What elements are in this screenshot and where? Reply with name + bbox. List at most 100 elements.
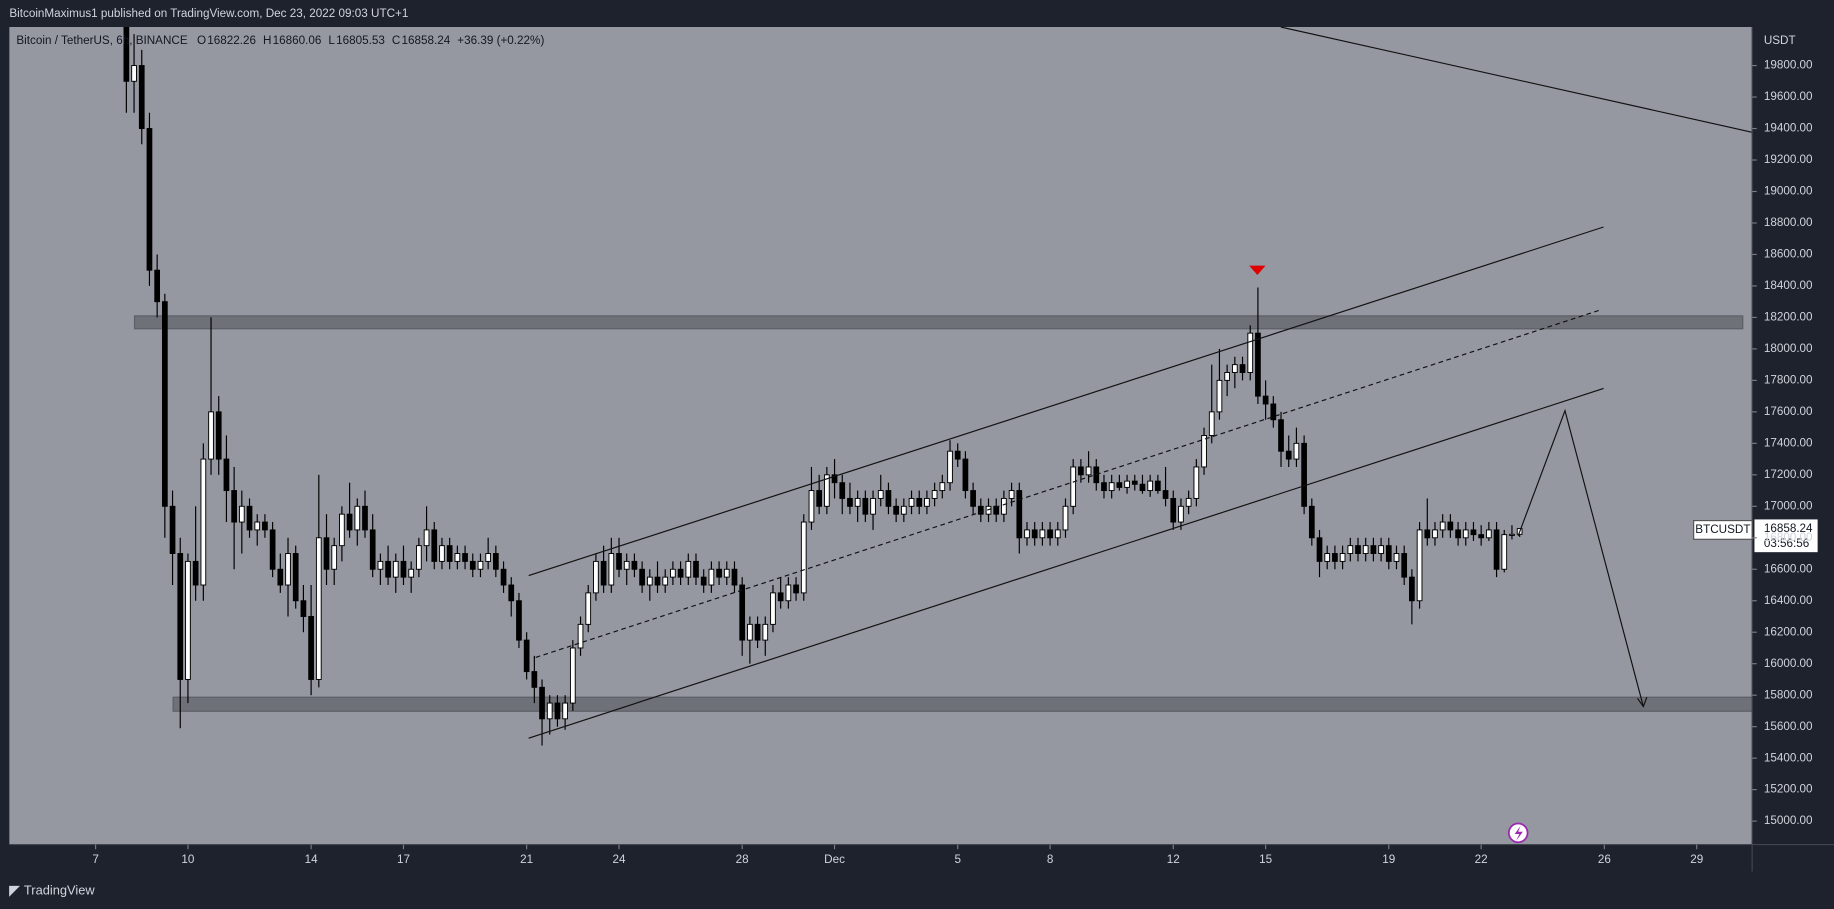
candle-body <box>916 497 923 507</box>
candle-body <box>416 545 422 570</box>
candle-body <box>1155 480 1161 492</box>
candle-body <box>739 584 746 641</box>
candle-body <box>169 505 176 554</box>
resistance-zone <box>133 315 1744 330</box>
candle-body <box>439 545 445 562</box>
candle-body <box>1462 529 1469 539</box>
brand-text: TradingView <box>24 883 95 898</box>
candle-body <box>477 560 484 570</box>
x-tick-label: 29 <box>1690 853 1703 866</box>
x-tick-label: 19 <box>1382 853 1395 866</box>
x-tick-label: 7 <box>92 853 99 866</box>
candles <box>123 26 1523 746</box>
candle-body <box>893 505 899 515</box>
candle-body <box>1455 529 1461 539</box>
candle-body <box>924 497 930 507</box>
candle-body <box>485 553 492 562</box>
candle-body <box>454 553 461 562</box>
candle-body <box>469 560 476 570</box>
candle-body <box>1216 379 1223 413</box>
candle-body <box>508 584 515 602</box>
candle-body <box>1393 553 1400 562</box>
candle-body <box>1370 545 1377 554</box>
candle-body <box>816 490 823 507</box>
candle-body <box>1108 482 1115 492</box>
symbol: Bitcoin / TetherUS, 6h, BINANCE <box>16 34 187 47</box>
y-tick-label: 17400.00 <box>1764 436 1813 449</box>
candle-body <box>300 600 307 617</box>
candle-body <box>1301 442 1307 507</box>
candle-body <box>970 490 976 507</box>
candle-body <box>847 497 853 507</box>
y-tick-label: 18000.00 <box>1764 342 1813 355</box>
candle-body <box>854 497 861 507</box>
x-tick-label: 21 <box>520 853 533 866</box>
candle-body <box>1062 505 1069 531</box>
candle-body <box>1493 529 1500 570</box>
candle-body <box>308 616 314 680</box>
candle-body <box>723 568 730 578</box>
candle-body <box>223 458 230 492</box>
candle-body <box>215 411 222 460</box>
candle-body <box>546 702 553 720</box>
candle-body <box>908 497 915 507</box>
change: +36.39 (+0.22%) <box>457 34 544 47</box>
candle-body <box>431 529 438 562</box>
candle-body <box>285 553 291 586</box>
candle-body <box>1439 521 1446 531</box>
candle-body <box>1185 497 1192 507</box>
candle-body <box>747 623 753 641</box>
candle-body <box>885 490 892 507</box>
candle-body <box>716 568 722 578</box>
legend: Bitcoin / TetherUS, 6h, BINANCE O16822.26… <box>16 34 544 47</box>
x-tick-label: 8 <box>1047 853 1054 866</box>
support-zone <box>172 696 1753 712</box>
candle-body <box>1285 450 1292 460</box>
low-value: 16805.53 <box>336 34 385 47</box>
candle-body <box>1047 529 1053 539</box>
candle-body <box>808 490 815 523</box>
ohlc-label: O <box>197 34 206 47</box>
y-tick-label: 15800.00 <box>1764 688 1813 701</box>
candle-body <box>377 560 384 570</box>
candle-body <box>1008 490 1015 499</box>
arrow-head <box>1637 696 1648 708</box>
candle-body <box>800 521 807 594</box>
candle-body <box>292 553 299 602</box>
candle-body <box>631 560 638 570</box>
candle-body <box>1131 480 1138 485</box>
y-tick-label: 19800.00 <box>1764 59 1813 72</box>
candle-body <box>1470 529 1477 536</box>
candle-body <box>1039 529 1046 539</box>
candle-body <box>770 592 776 625</box>
candle-body <box>446 545 453 562</box>
trend-line <box>1280 26 1753 133</box>
ohlc-label: C <box>392 34 400 47</box>
y-unit: USDT <box>1764 34 1796 47</box>
x-tick-label: 22 <box>1475 853 1488 866</box>
candle-body <box>700 576 707 586</box>
candle-body <box>369 529 376 570</box>
candle-body <box>246 505 253 531</box>
candle-body <box>654 576 661 586</box>
candle-body <box>1231 364 1238 373</box>
candle-body <box>1339 553 1346 562</box>
x-tick-label: 14 <box>305 853 319 866</box>
y-tick-label: 17600.00 <box>1764 405 1813 418</box>
candle-body <box>754 623 761 641</box>
close-value: 16858.24 <box>402 34 451 47</box>
candle-body <box>185 560 191 680</box>
candle-body <box>731 568 738 586</box>
candle-body <box>1332 553 1338 562</box>
candle-body <box>1478 534 1485 539</box>
candle-body <box>462 553 468 562</box>
candle-body <box>954 450 961 460</box>
event-bolt <box>1514 825 1523 842</box>
candle-body <box>1201 435 1207 468</box>
candle-body <box>693 560 699 578</box>
candle-body <box>1324 553 1331 562</box>
channel-mid <box>535 309 1601 658</box>
x-tick-label: 5 <box>954 853 961 866</box>
